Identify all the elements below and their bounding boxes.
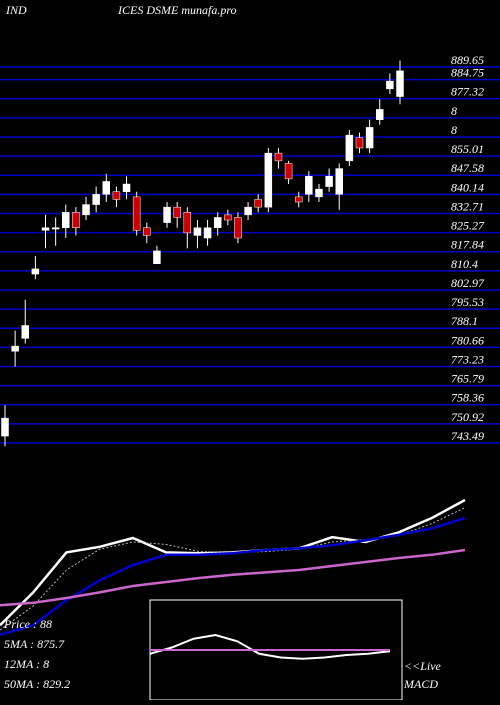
candle-body <box>224 214 232 221</box>
chart-title: IND <box>5 3 27 17</box>
y-tick-label: 765.79 <box>451 372 484 386</box>
candle-body <box>274 152 283 162</box>
y-tick-label: 795.53 <box>451 295 484 309</box>
ma-line <box>0 498 466 627</box>
candle-body <box>396 70 404 97</box>
candle-body <box>72 212 80 228</box>
y-tick-label: 855.01 <box>451 142 484 156</box>
candle-body <box>102 181 111 195</box>
y-tick-label: 817.84 <box>451 238 484 252</box>
candle-body <box>244 206 252 216</box>
candle-body <box>294 196 303 203</box>
y-tick-label: 810.4 <box>451 257 478 271</box>
candle-body <box>183 212 192 234</box>
ma-line <box>0 548 466 607</box>
candle-body <box>21 325 30 339</box>
y-tick-label: 743.49 <box>451 429 484 443</box>
y-tick-label: 773.23 <box>451 352 484 366</box>
candle-body <box>315 188 323 198</box>
y-tick-label: 825.27 <box>451 219 485 233</box>
candle-body <box>193 227 202 236</box>
candle-body <box>92 194 100 205</box>
y-tick-label: 884.75 <box>451 66 484 80</box>
ma-label: Price : 88 <box>3 617 52 631</box>
candle-body <box>254 199 262 208</box>
candle-body <box>325 176 333 187</box>
ma-line <box>0 507 466 631</box>
y-tick-label: 832.71 <box>451 199 484 213</box>
candle-body <box>365 127 374 149</box>
candle-body <box>375 109 384 120</box>
candle-body <box>345 134 354 162</box>
y-tick-label: 780.66 <box>451 333 484 347</box>
candle-body <box>1 417 9 437</box>
candle-body <box>51 227 60 230</box>
y-tick-label: 877.32 <box>451 85 484 99</box>
macd-line <box>149 633 391 660</box>
candle-body <box>62 212 70 228</box>
y-tick-label: 8 <box>451 104 457 118</box>
macd-name: MACD <box>403 677 438 691</box>
candle-body <box>153 250 161 265</box>
candle-body <box>11 345 19 352</box>
candle-body <box>355 137 364 149</box>
candle-body <box>143 227 151 236</box>
y-tick-label: 758.36 <box>451 391 484 405</box>
candle-body <box>41 227 50 231</box>
y-tick-label: 750.92 <box>451 410 484 424</box>
candle-body <box>234 217 242 239</box>
ma-line <box>0 516 466 637</box>
y-tick-label: 847.58 <box>451 161 484 175</box>
candle-body <box>203 227 212 239</box>
candle-body <box>112 191 121 200</box>
candle-body <box>305 176 313 195</box>
y-tick-label: 8 <box>451 123 457 137</box>
y-tick-label: 889.65 <box>451 53 484 67</box>
candle-body <box>122 183 131 192</box>
candle-body <box>213 217 222 228</box>
y-tick-label: 802.97 <box>451 276 485 290</box>
candle-body <box>31 268 40 275</box>
ma-label: 12MA : 8 <box>4 657 49 671</box>
ma-label: 50MA : 829.2 <box>4 677 70 691</box>
candle-body <box>264 152 273 208</box>
y-tick-label: 788.1 <box>451 314 478 328</box>
candle-body <box>163 206 171 223</box>
macd-live: <<Live <box>404 659 442 673</box>
candle-body <box>82 204 90 216</box>
ma-label: 5MA : 875.7 <box>4 637 65 651</box>
candle-body <box>132 196 141 231</box>
candle-body <box>386 80 394 90</box>
y-tick-label: 840.14 <box>451 180 484 194</box>
candle-body <box>173 206 181 218</box>
chart-subtitle: ICES DSME munafa.pro <box>117 3 237 17</box>
candle-body <box>284 163 293 180</box>
candle-body <box>335 168 343 195</box>
